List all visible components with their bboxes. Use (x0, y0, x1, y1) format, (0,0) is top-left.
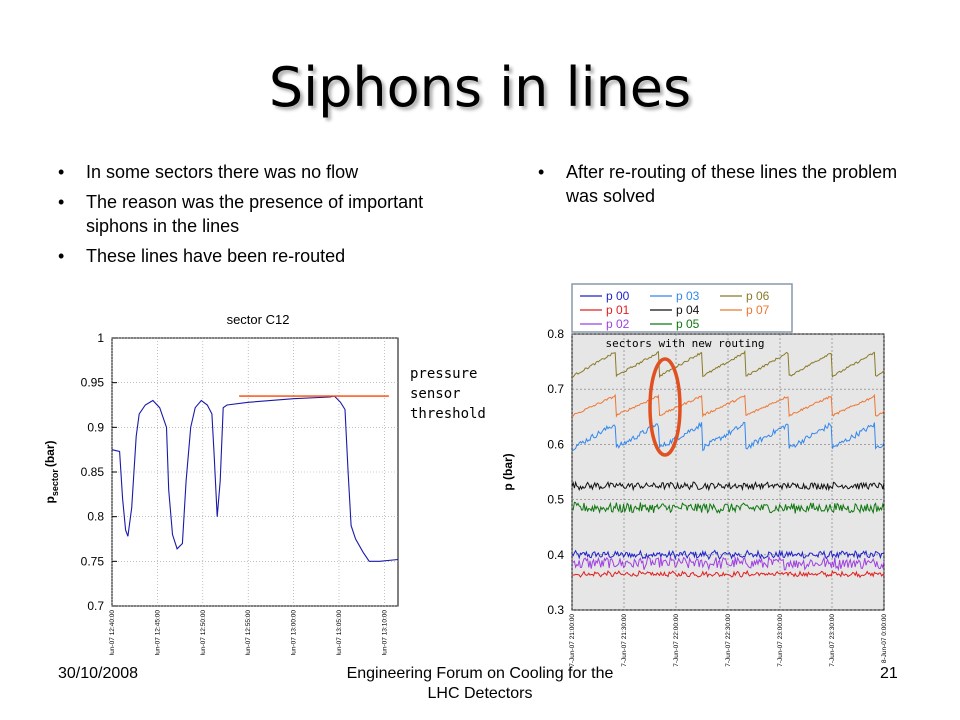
re-routed-sectors-chart: p 00p 01p 02p 03p 04p 05p 06p 07 0.30.40… (501, 283, 888, 667)
x-tick-label: 8-Jun-07 0:00:00 (881, 614, 888, 664)
x-tick-label: 5-Jun-07 13:05:00 (336, 610, 343, 655)
series-lines (571, 349, 885, 579)
bullet-item: The reason was the presence of important… (58, 190, 438, 238)
x-tick-label: 5-Jun-07 12:55:00 (245, 610, 252, 655)
page-number: 21 (880, 665, 898, 682)
legend-label: p 05 (676, 317, 700, 331)
highlight-ellipse (648, 357, 682, 457)
footer-date: 30/10/2008 (58, 665, 139, 682)
x-tick-label: 7-Jun-07 23:30:00 (829, 614, 836, 667)
right-bullet-list: After re-routing of these lines the prob… (538, 160, 918, 214)
y-label-sub: sector (50, 469, 60, 497)
x-tick-label: 7-Jun-07 21:00:00 (569, 614, 576, 667)
y-label-main: p (43, 496, 57, 503)
legend-label: p 02 (606, 317, 630, 331)
left-bullet-list: In some sectors there was no flow The re… (58, 160, 438, 274)
sector-c12-chart: sector C12 0.7 0.75 0.8 0.85 0.9 0.95 1 5-Jun-… (43, 312, 399, 655)
pressure-threshold-annotation: pressure sensor threshold (410, 366, 486, 422)
y-tick-label: 0.6 (547, 437, 564, 451)
series-line (111, 395, 399, 562)
legend-box (571, 283, 793, 333)
series-line (571, 349, 885, 379)
series-line (571, 569, 885, 579)
y-tick-label: 1 (97, 331, 104, 345)
x-tick-label: 7-Jun-07 23:00:00 (777, 614, 784, 667)
series-line (571, 393, 885, 418)
svg-text:psector(bar): psector (bar) (43, 440, 60, 503)
x-tick-label: 5-Jun-07 13:10:00 (381, 610, 388, 655)
x-tick-label: 5-Jun-07 13:00:00 (291, 610, 298, 655)
y-tick-label: 0.95 (81, 376, 105, 390)
x-tick-labels: 5-Jun-07 12:40:00 5-Jun-07 12:45:00 5-Jun-… (109, 610, 388, 655)
x-tick-label: 5-Jun-07 12:45:00 (154, 610, 161, 655)
x-tick-label: 7-Jun-07 22:00:00 (673, 614, 680, 667)
series-line (571, 480, 885, 492)
y-tick-label: 0.75 (81, 554, 105, 568)
legend-label: p 00 (606, 289, 630, 303)
series-line (571, 501, 885, 515)
x-tick-label: 7-Jun-07 22:30:00 (725, 614, 732, 667)
grid-lines (111, 337, 398, 607)
y-tick-label: 0.3 (547, 603, 564, 617)
y-axis-label: psector (bar) (43, 440, 60, 503)
x-tick-labels: 7-Jun-07 21:00:00 7-Jun-07 21:30:00 7-Jun-… (569, 614, 888, 667)
y-tick-label: 0.7 (547, 382, 564, 396)
bullet-item: In some sectors there was no flow (58, 160, 438, 184)
y-tick-label: 0.7 (87, 599, 104, 613)
y-tick-label: 0.5 (547, 493, 564, 507)
legend-label: p 06 (746, 289, 770, 303)
y-tick-label: 0.85 (81, 465, 105, 479)
bullet-item: After re-routing of these lines the prob… (538, 160, 918, 208)
legend-label: p 03 (676, 289, 700, 303)
series-line (571, 421, 885, 452)
legend-label: p 07 (746, 303, 770, 317)
y-label-unit: (bar) (43, 440, 57, 467)
legend-label: p 04 (676, 303, 700, 317)
y-tick-labels: 0.7 0.75 0.8 0.85 0.9 0.95 1 (81, 331, 105, 613)
y-tick-label: 0.8 (547, 327, 564, 341)
bullet-item: These lines have been re-routed (58, 244, 438, 268)
y-tick-label: 0.9 (87, 420, 104, 434)
y-tick-label: 0.8 (87, 510, 104, 524)
x-tick-label: 7-Jun-07 21:30:00 (621, 614, 628, 667)
series-line (571, 549, 885, 561)
y-axis-label: p (bar) (501, 453, 515, 490)
x-tick-label: 5-Jun-07 12:40:00 (109, 610, 116, 655)
series-lines (111, 395, 399, 562)
footer-title: Engineering Forum on Cooling for the LHC… (346, 665, 614, 702)
y-tick-label: 0.4 (547, 548, 564, 562)
slide-title: Siphons in lines (268, 56, 692, 119)
chart-title: sector C12 (227, 312, 290, 327)
x-tick-label: 5-Jun-07 12:50:00 (200, 610, 207, 655)
series-line (571, 556, 885, 572)
legend-label: p 01 (606, 303, 630, 317)
plot-area (111, 337, 399, 607)
legend: p 00p 01p 02 p 03p 04p 05 p 06p 07 (580, 289, 770, 331)
y-tick-labels: 0.3 0.4 0.5 0.6 0.7 0.8 (547, 327, 564, 617)
new-routing-annotation: sectors with new routing (606, 337, 765, 350)
